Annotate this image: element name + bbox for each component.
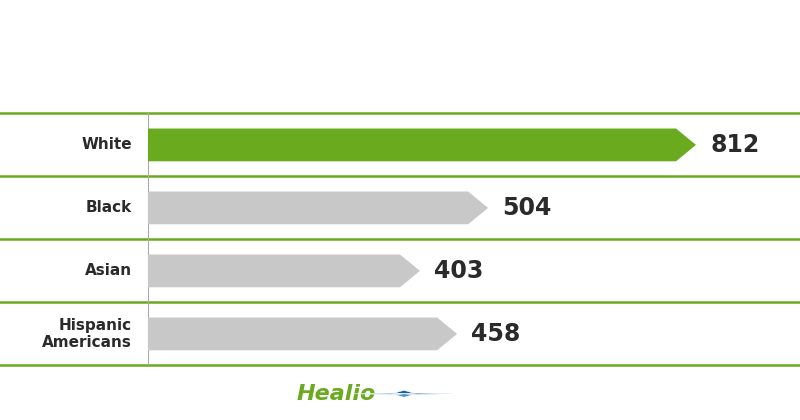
Polygon shape: [148, 255, 420, 287]
Text: 504: 504: [502, 196, 552, 220]
Polygon shape: [354, 393, 404, 394]
Polygon shape: [148, 192, 488, 224]
Polygon shape: [394, 394, 414, 397]
Text: 458: 458: [471, 322, 521, 346]
Text: White: White: [82, 137, 132, 152]
Polygon shape: [394, 390, 414, 394]
Text: 403: 403: [434, 259, 484, 283]
Text: 812: 812: [710, 133, 760, 157]
Text: Hispanic
Americans: Hispanic Americans: [42, 318, 132, 350]
Polygon shape: [404, 393, 454, 394]
Text: Black: Black: [86, 200, 132, 215]
Text: Asian: Asian: [85, 263, 132, 278]
Polygon shape: [148, 318, 457, 350]
Polygon shape: [148, 129, 696, 161]
Text: Prevalence of inflammatory bowel disease by race: Prevalence of inflammatory bowel disease…: [133, 31, 667, 50]
Text: Healio: Healio: [297, 384, 376, 404]
Text: per 100,000 in the U.S.:: per 100,000 in the U.S.:: [274, 69, 526, 88]
